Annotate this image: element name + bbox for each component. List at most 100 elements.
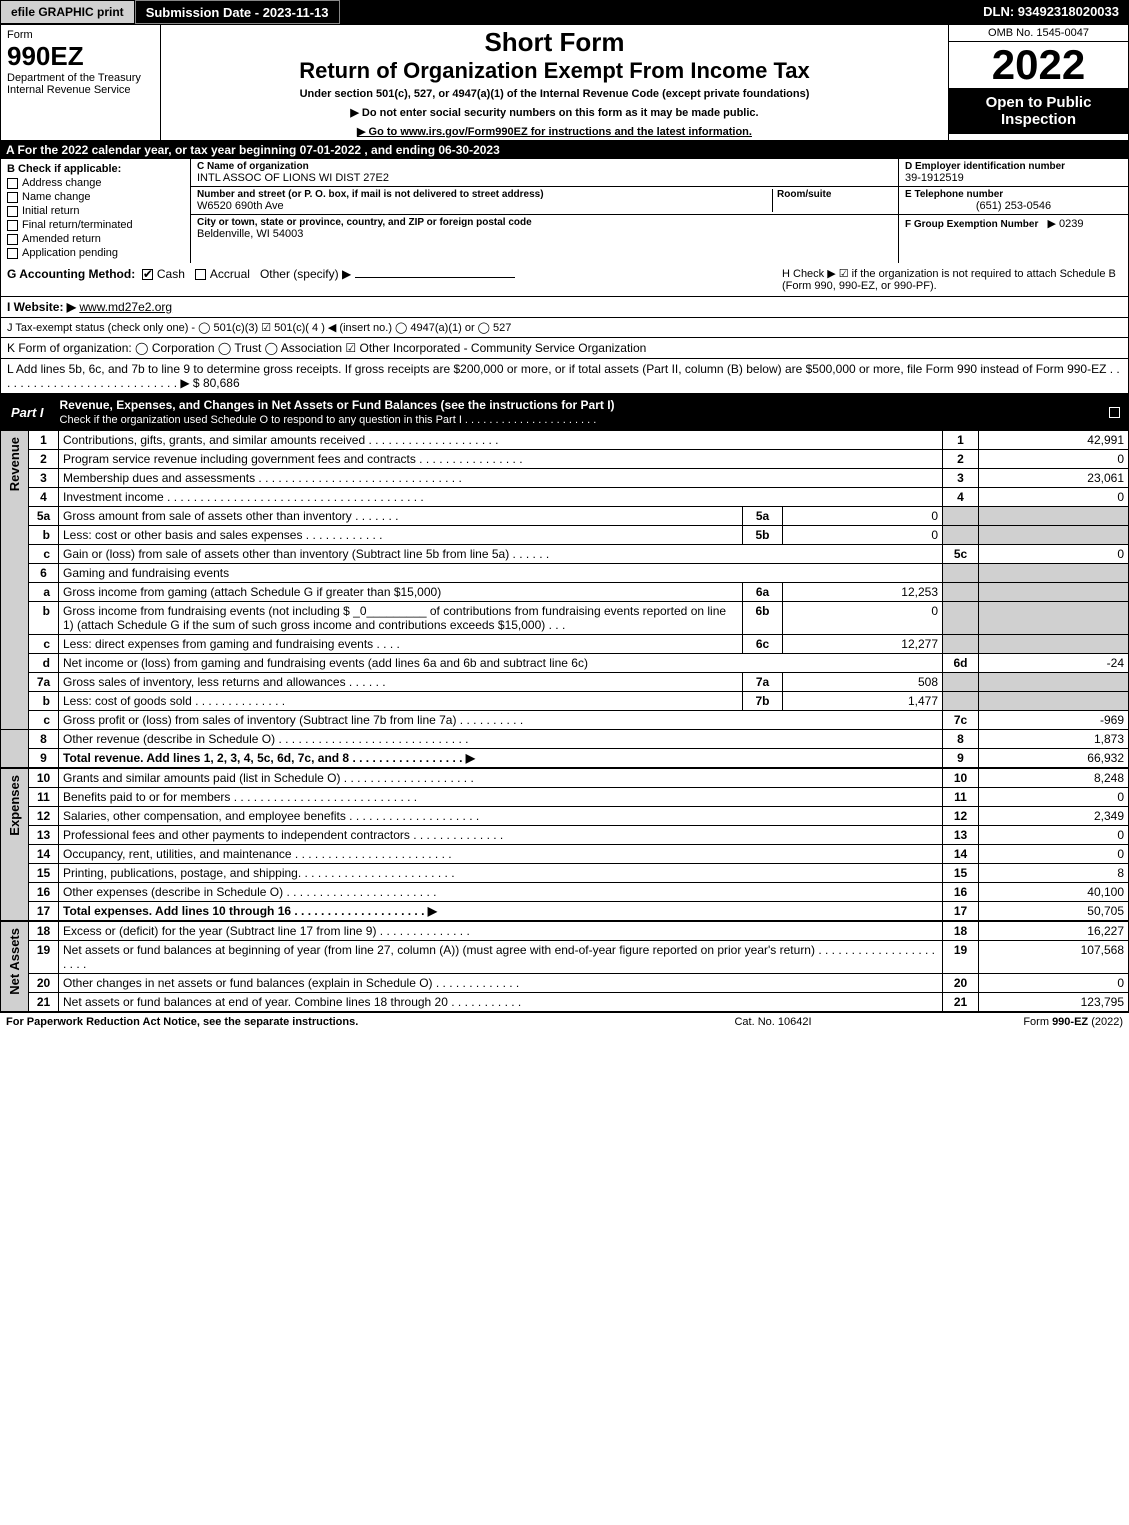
- phone-value: (651) 253-0546: [905, 200, 1122, 212]
- col-d-ein: D Employer identification number 39-1912…: [898, 159, 1128, 263]
- header-mid: Short Form Return of Organization Exempt…: [161, 25, 948, 140]
- row-k-form-org: K Form of organization: ◯ Corporation ◯ …: [0, 338, 1129, 359]
- revenue-sidelabel: Revenue: [1, 431, 29, 730]
- part-1-text: Revenue, Expenses, and Changes in Net As…: [54, 395, 1104, 429]
- tax-year: 2022: [949, 42, 1128, 88]
- line-21: 21Net assets or fund balances at end of …: [1, 993, 1129, 1012]
- part-1-header: Part I Revenue, Expenses, and Changes in…: [0, 394, 1129, 430]
- org-name-cell: C Name of organization INTL ASSOC OF LIO…: [191, 159, 898, 187]
- omb-number: OMB No. 1545-0047: [949, 25, 1128, 42]
- info-block: B Check if applicable: Address change Na…: [0, 159, 1129, 263]
- line-4: 4Investment income . . . . . . . . . . .…: [1, 488, 1129, 507]
- col-b-checkboxes: B Check if applicable: Address change Na…: [1, 159, 191, 263]
- row-a-tax-year: A For the 2022 calendar year, or tax yea…: [0, 141, 1129, 159]
- chk-cash[interactable]: [142, 269, 153, 280]
- line-19: 19Net assets or fund balances at beginni…: [1, 941, 1129, 974]
- line-7b: bLess: cost of goods sold . . . . . . . …: [1, 692, 1129, 711]
- irs-label: Internal Revenue Service: [7, 84, 154, 96]
- chk-name-change[interactable]: Name change: [7, 191, 184, 203]
- line-8: 8Other revenue (describe in Schedule O) …: [1, 730, 1129, 749]
- line-2: 2Program service revenue including gover…: [1, 450, 1129, 469]
- line-20: 20Other changes in net assets or fund ba…: [1, 974, 1129, 993]
- line-5a: 5aGross amount from sale of assets other…: [1, 507, 1129, 526]
- line-5b: bLess: cost or other basis and sales exp…: [1, 526, 1129, 545]
- row-j-tax-exempt: J Tax-exempt status (check only one) - ◯…: [0, 318, 1129, 338]
- accounting-method: G Accounting Method: Cash Accrual Other …: [7, 267, 782, 292]
- row-i-website: I Website: ▶ www.md27e2.org: [0, 297, 1129, 318]
- open-inspection-badge: Open to Public Inspection: [949, 88, 1128, 134]
- address-label: Number and street (or P. O. box, if mail…: [197, 189, 772, 200]
- website-link[interactable]: www.md27e2.org: [79, 300, 172, 314]
- city-value: Beldenville, WI 54003: [197, 228, 892, 240]
- cat-number: Cat. No. 10642I: [623, 1016, 923, 1028]
- group-exempt-label: F Group Exemption Number: [905, 219, 1038, 230]
- line-18: Net Assets 18Excess or (deficit) for the…: [1, 922, 1129, 941]
- line-7a: 7aGross sales of inventory, less returns…: [1, 673, 1129, 692]
- chk-amended-return[interactable]: Amended return: [7, 233, 184, 245]
- goto-link[interactable]: ▶ Go to www.irs.gov/Form990EZ for instru…: [167, 125, 942, 138]
- org-name-label: C Name of organization: [197, 161, 892, 172]
- ein-value: 39-1912519: [905, 172, 1122, 184]
- chk-accrual[interactable]: [195, 269, 206, 280]
- expenses-table: Expenses 10Grants and similar amounts pa…: [0, 768, 1129, 921]
- part-1-check[interactable]: [1104, 405, 1128, 419]
- line-6b: bGross income from fundraising events (n…: [1, 602, 1129, 635]
- h-schedule-b: H Check ▶ ☑ if the organization is not r…: [782, 267, 1122, 292]
- chk-final-return[interactable]: Final return/terminated: [7, 219, 184, 231]
- efile-print-button[interactable]: efile GRAPHIC print: [0, 0, 135, 24]
- ein-label: D Employer identification number: [905, 161, 1122, 172]
- revenue-table: Revenue 1 Contributions, gifts, grants, …: [0, 430, 1129, 768]
- line-15: 15Printing, publications, postage, and s…: [1, 864, 1129, 883]
- under-section: Under section 501(c), 527, or 4947(a)(1)…: [167, 88, 942, 100]
- row-g-h: G Accounting Method: Cash Accrual Other …: [0, 263, 1129, 297]
- line-6d: dNet income or (loss) from gaming and fu…: [1, 654, 1129, 673]
- address-cell: Number and street (or P. O. box, if mail…: [191, 187, 898, 215]
- form-year-footer: Form 990-EZ (2022): [923, 1016, 1123, 1028]
- chk-application-pending[interactable]: Application pending: [7, 247, 184, 259]
- group-exempt-value: ▶ 0239: [1048, 218, 1084, 230]
- dln-number: DLN: 93492318020033: [973, 0, 1129, 24]
- line-11: 11Benefits paid to or for members . . . …: [1, 788, 1129, 807]
- b-title: B Check if applicable:: [7, 163, 184, 175]
- line-14: 14Occupancy, rent, utilities, and mainte…: [1, 845, 1129, 864]
- form-header: Form 990EZ Department of the Treasury In…: [0, 24, 1129, 141]
- line-12: 12Salaries, other compensation, and empl…: [1, 807, 1129, 826]
- netassets-table: Net Assets 18Excess or (deficit) for the…: [0, 921, 1129, 1012]
- submission-date: Submission Date - 2023-11-13: [135, 0, 340, 24]
- line-5c: cGain or (loss) from sale of assets othe…: [1, 545, 1129, 564]
- line-9: 9Total revenue. Add lines 1, 2, 3, 4, 5c…: [1, 749, 1129, 768]
- form-label: Form: [7, 29, 154, 41]
- city-cell: City or town, state or province, country…: [191, 215, 898, 242]
- netassets-sidelabel: Net Assets: [1, 922, 29, 1012]
- dept-treasury: Department of the Treasury: [7, 72, 154, 84]
- spacer: [340, 0, 974, 24]
- paperwork-notice: For Paperwork Reduction Act Notice, see …: [6, 1016, 623, 1028]
- part-1-label: Part I: [1, 402, 54, 423]
- city-label: City or town, state or province, country…: [197, 217, 892, 228]
- phone-cell: E Telephone number (651) 253-0546: [899, 187, 1128, 215]
- line-7c: cGross profit or (loss) from sales of in…: [1, 711, 1129, 730]
- room-label: Room/suite: [777, 189, 892, 200]
- line-16: 16Other expenses (describe in Schedule O…: [1, 883, 1129, 902]
- header-left: Form 990EZ Department of the Treasury In…: [1, 25, 161, 140]
- chk-address-change[interactable]: Address change: [7, 177, 184, 189]
- page-footer: For Paperwork Reduction Act Notice, see …: [0, 1012, 1129, 1031]
- col-c-org-info: C Name of organization INTL ASSOC OF LIO…: [191, 159, 898, 263]
- ssn-warning: ▶ Do not enter social security numbers o…: [167, 106, 942, 119]
- line-3: 3Membership dues and assessments . . . .…: [1, 469, 1129, 488]
- line-6a: aGross income from gaming (attach Schedu…: [1, 583, 1129, 602]
- row-l-gross-receipts: L Add lines 5b, 6c, and 7b to line 9 to …: [0, 359, 1129, 394]
- chk-initial-return[interactable]: Initial return: [7, 205, 184, 217]
- expenses-sidelabel: Expenses: [1, 769, 29, 921]
- top-bar: efile GRAPHIC print Submission Date - 20…: [0, 0, 1129, 24]
- form-number: 990EZ: [7, 41, 154, 72]
- line-10: Expenses 10Grants and similar amounts pa…: [1, 769, 1129, 788]
- org-name-value: INTL ASSOC OF LIONS WI DIST 27E2: [197, 172, 892, 184]
- phone-label: E Telephone number: [905, 189, 1122, 200]
- return-title: Return of Organization Exempt From Incom…: [167, 58, 942, 84]
- line-13: 13Professional fees and other payments t…: [1, 826, 1129, 845]
- address-value: W6520 690th Ave: [197, 200, 772, 212]
- line-6c: cLess: direct expenses from gaming and f…: [1, 635, 1129, 654]
- header-right: OMB No. 1545-0047 2022 Open to Public In…: [948, 25, 1128, 140]
- short-form-title: Short Form: [167, 27, 942, 58]
